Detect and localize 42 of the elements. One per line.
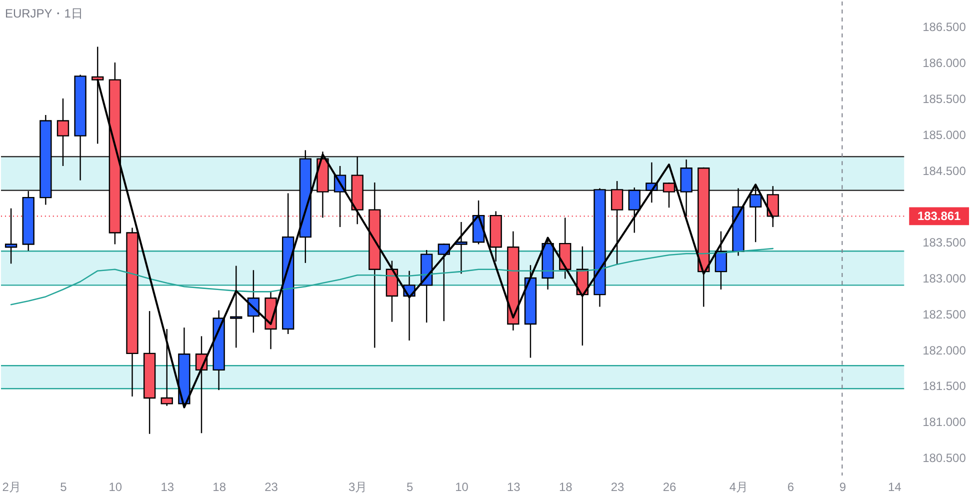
candlestick: [455, 221, 468, 274]
x-tick-label: 5: [406, 480, 414, 494]
candlestick: [56, 98, 70, 167]
y-tick-label: 183.000: [922, 272, 966, 286]
y-tick-label: 183.500: [922, 236, 966, 250]
x-tick-label: 13: [507, 480, 521, 494]
y-tick-label: 184.500: [922, 164, 966, 178]
y-tick-label: 180.500: [922, 451, 966, 466]
y-tick-label: 181.500: [922, 379, 966, 394]
x-tick-label: 3月: [348, 480, 368, 494]
y-tick-label: 181.000: [922, 415, 966, 430]
candlestick: [714, 230, 728, 290]
candlestick: [4, 208, 18, 264]
candlestick: [662, 182, 676, 208]
y-tick-label: 182.000: [922, 343, 966, 358]
x-tick-label: 18: [212, 480, 226, 494]
ref-line-label: 183.861: [917, 209, 962, 224]
candlestick: [680, 158, 692, 217]
candlestick: [610, 180, 624, 265]
candlestick: [438, 242, 450, 322]
y-tick-label: 182.500: [922, 307, 966, 322]
x-tick-label: 6: [787, 480, 794, 494]
x-tick-label: 4月: [729, 480, 748, 494]
y-tick-label: 185.500: [922, 92, 966, 106]
x-tick-label: 2月: [2, 480, 21, 494]
x-tick-label: 14: [888, 480, 902, 494]
y-tick-label: 185.000: [922, 128, 966, 142]
chart-title: EURJPY・1日: [4, 6, 83, 20]
candlestick: [230, 265, 242, 348]
y-tick-label: 186.000: [922, 56, 966, 70]
candlestick: [628, 186, 640, 234]
x-tick-label: 26: [662, 480, 676, 494]
x-tick-label: 18: [558, 480, 573, 494]
x-tick-label: 13: [160, 480, 174, 494]
x-tick-label: 23: [610, 480, 625, 494]
x-tick-label: 10: [455, 480, 469, 494]
x-tick-label: 23: [264, 480, 278, 494]
x-tick-label: 10: [108, 480, 122, 494]
x-tick-label: 5: [60, 480, 68, 494]
y-tick-label: 186.500: [922, 20, 966, 34]
candlestick: [749, 184, 762, 243]
x-tick-label: 9: [839, 480, 846, 494]
